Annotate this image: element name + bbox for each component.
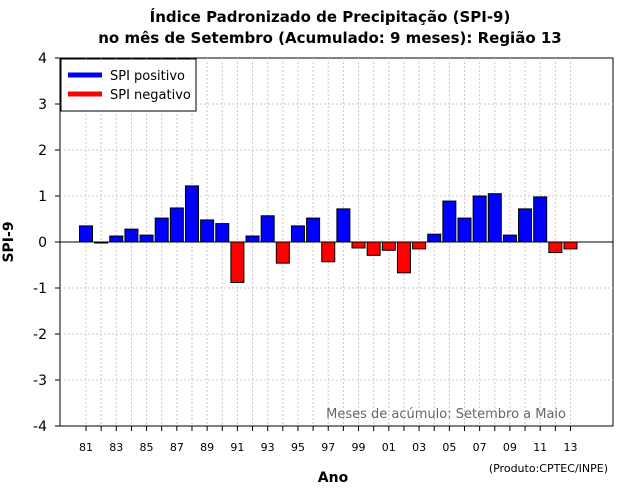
x-tick-label: 97 xyxy=(321,441,335,454)
bar-1994 xyxy=(275,241,290,264)
x-axis-ticks: 81 83 85 87 89 91 93 95 97 99 01 03 05 07 09 11 13 xyxy=(79,426,577,454)
bar-2000 xyxy=(366,241,381,256)
accumulation-note: Meses de acúmulo: Setembro a Maio xyxy=(326,407,566,422)
x-tick-label: 95 xyxy=(291,441,305,454)
bar-1992 xyxy=(245,235,260,243)
x-tick-label: 85 xyxy=(140,441,154,454)
y-tick-label: -3 xyxy=(33,373,47,389)
y-tick-label: 4 xyxy=(38,51,47,67)
x-tick-label: 03 xyxy=(412,441,426,454)
x-tick-label: 05 xyxy=(442,441,456,454)
y-tick-label: 2 xyxy=(38,143,47,159)
bar-2010 xyxy=(518,208,533,243)
bar-2009 xyxy=(502,234,517,243)
bar-2008 xyxy=(487,193,502,243)
legend-box xyxy=(60,58,197,112)
y-tick-label: -2 xyxy=(33,327,47,343)
legend-label-positive: SPI positivo xyxy=(110,69,185,84)
x-tick-label: 01 xyxy=(382,441,396,454)
x-tick-label: 13 xyxy=(563,441,577,454)
x-tick-label: 87 xyxy=(170,441,184,454)
bar-1997 xyxy=(321,241,336,263)
bar-2005 xyxy=(442,200,457,243)
chart-title-line1: Índice Padronizado de Precipitação (SPI-… xyxy=(150,7,511,26)
bar-1984 xyxy=(124,228,139,243)
bar-1998 xyxy=(336,208,351,243)
bar-2007 xyxy=(472,195,487,243)
legend-label-negative: SPI negativo xyxy=(110,88,191,103)
x-tick-label: 93 xyxy=(261,441,275,454)
y-tick-label: -4 xyxy=(33,419,47,435)
bar-1989 xyxy=(200,219,215,243)
bar-2003 xyxy=(412,241,427,250)
bar-2001 xyxy=(381,241,396,251)
legend: SPI positivo SPI negativo xyxy=(60,58,197,112)
x-tick-label: 11 xyxy=(533,441,547,454)
bar-1996 xyxy=(306,217,321,243)
chart-title-line2: no mês de Setembro (Acumulado: 9 meses):… xyxy=(98,29,561,47)
x-tick-label: 81 xyxy=(79,441,93,454)
bar-1985 xyxy=(139,234,154,243)
y-tick-label: 0 xyxy=(38,235,47,251)
y-axis-ticks: 4 3 2 1 0 -1 -2 -3 -4 xyxy=(33,51,60,435)
bar-2011 xyxy=(533,196,548,243)
bar-1993 xyxy=(260,215,275,243)
x-tick-label: 83 xyxy=(109,441,123,454)
bar-1983 xyxy=(109,235,124,243)
bar-2006 xyxy=(457,217,472,243)
y-axis-label: SPI-9 xyxy=(1,221,17,262)
bar-1991 xyxy=(230,241,245,283)
bar-1999 xyxy=(351,241,366,249)
x-tick-label: 09 xyxy=(503,441,517,454)
y-tick-label: -1 xyxy=(33,281,47,297)
bar-2013 xyxy=(563,241,578,250)
x-tick-label: 99 xyxy=(352,441,366,454)
bar-1990 xyxy=(215,223,230,243)
bar-2002 xyxy=(396,241,411,274)
bar-2012 xyxy=(548,241,563,254)
x-tick-label: 07 xyxy=(473,441,487,454)
x-tick-label: 91 xyxy=(230,441,244,454)
x-axis-label: Ano xyxy=(318,470,349,486)
bar-1988 xyxy=(184,185,199,243)
y-tick-label: 3 xyxy=(38,97,47,113)
y-tick-label: 1 xyxy=(38,189,47,205)
bars-group xyxy=(79,185,578,283)
x-tick-label: 89 xyxy=(200,441,214,454)
bar-1995 xyxy=(290,225,305,243)
bar-1981 xyxy=(79,225,93,243)
product-credit: (Produto:CPTEC/INPE) xyxy=(489,462,608,475)
bar-1987 xyxy=(169,207,184,243)
bar-1986 xyxy=(154,217,169,243)
bar-2004 xyxy=(427,233,442,243)
